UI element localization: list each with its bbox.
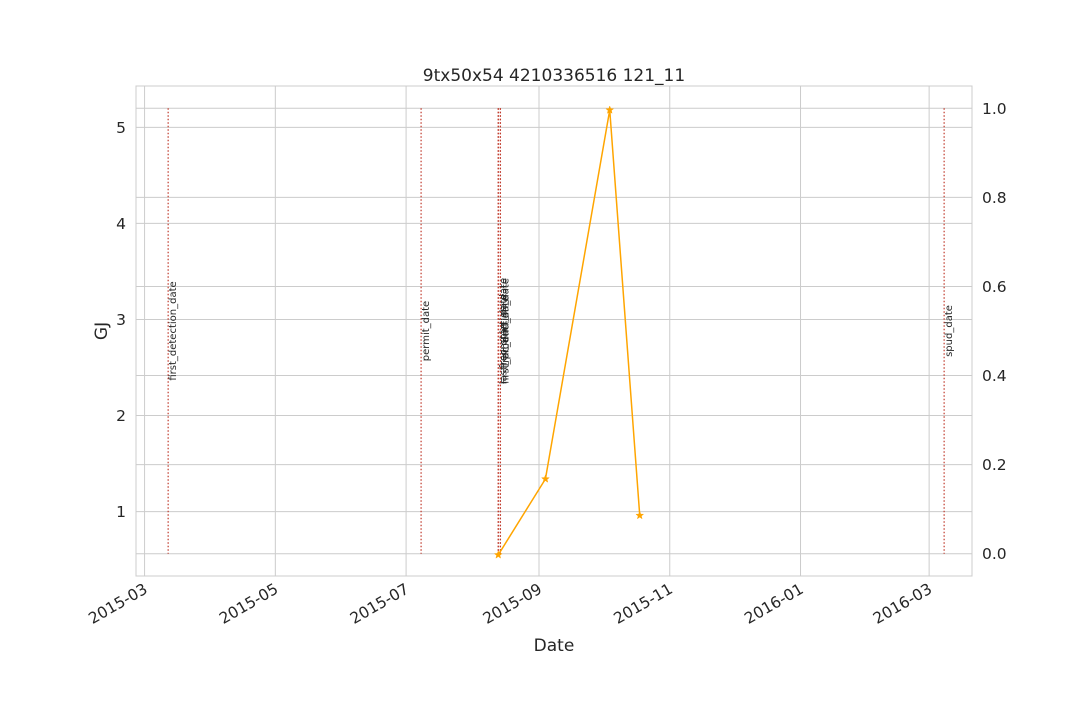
y-tick-label: 3	[116, 311, 126, 329]
chart-title: 9tx50x54 4210336516 121_11	[423, 66, 685, 86]
series-line	[497, 109, 641, 556]
event-label: spud_date	[944, 305, 955, 357]
event-label: first_production_date	[500, 278, 511, 384]
series	[493, 105, 645, 559]
event-markers: first_detection_date permit_date frac_star…	[167, 108, 955, 554]
data-point	[635, 510, 645, 520]
event-label: permit_date	[421, 301, 432, 361]
x-tick-label: 2015-07	[347, 580, 412, 628]
event-label: last_completion_date	[498, 278, 509, 384]
event-label: first_detection_date	[168, 281, 179, 380]
data-point	[540, 474, 550, 483]
x-axis-title: Date	[534, 636, 575, 656]
x-tick-label: 2015-11	[611, 580, 676, 628]
x-tick-label: 2015-05	[216, 580, 281, 628]
y2-tick-label: 1.0	[982, 100, 1007, 118]
y2-tick-label: 0.0	[982, 545, 1007, 563]
x-tick-label: 2016-01	[741, 580, 806, 628]
data-point	[493, 550, 503, 559]
x-tick-label: 2015-09	[480, 580, 545, 628]
y-axis-title: GJ	[92, 322, 112, 340]
event-label: frac_end_date	[500, 296, 511, 367]
y2-tick-label: 0.6	[982, 278, 1007, 296]
y-tick-label: 2	[116, 407, 126, 425]
y2-tick-label: 0.8	[982, 189, 1007, 207]
y2-tick-label: 0.2	[982, 456, 1007, 474]
event-label: frac_start_date	[498, 293, 509, 368]
y-tick-label: 1	[116, 503, 126, 521]
y-tick-label: 4	[116, 215, 126, 233]
y-tick-label: 5	[116, 119, 126, 137]
grid	[136, 86, 972, 576]
data-point	[605, 105, 615, 114]
plot-area-frame	[135, 85, 973, 577]
tick-labels: 2015-03 2015-05 2015-07 2015-09 2015-11 2016-…	[85, 100, 1006, 628]
x-tick-label: 2016-03	[870, 580, 935, 628]
x-tick-label: 2015-03	[85, 580, 150, 628]
y2-tick-label: 0.4	[982, 367, 1007, 385]
